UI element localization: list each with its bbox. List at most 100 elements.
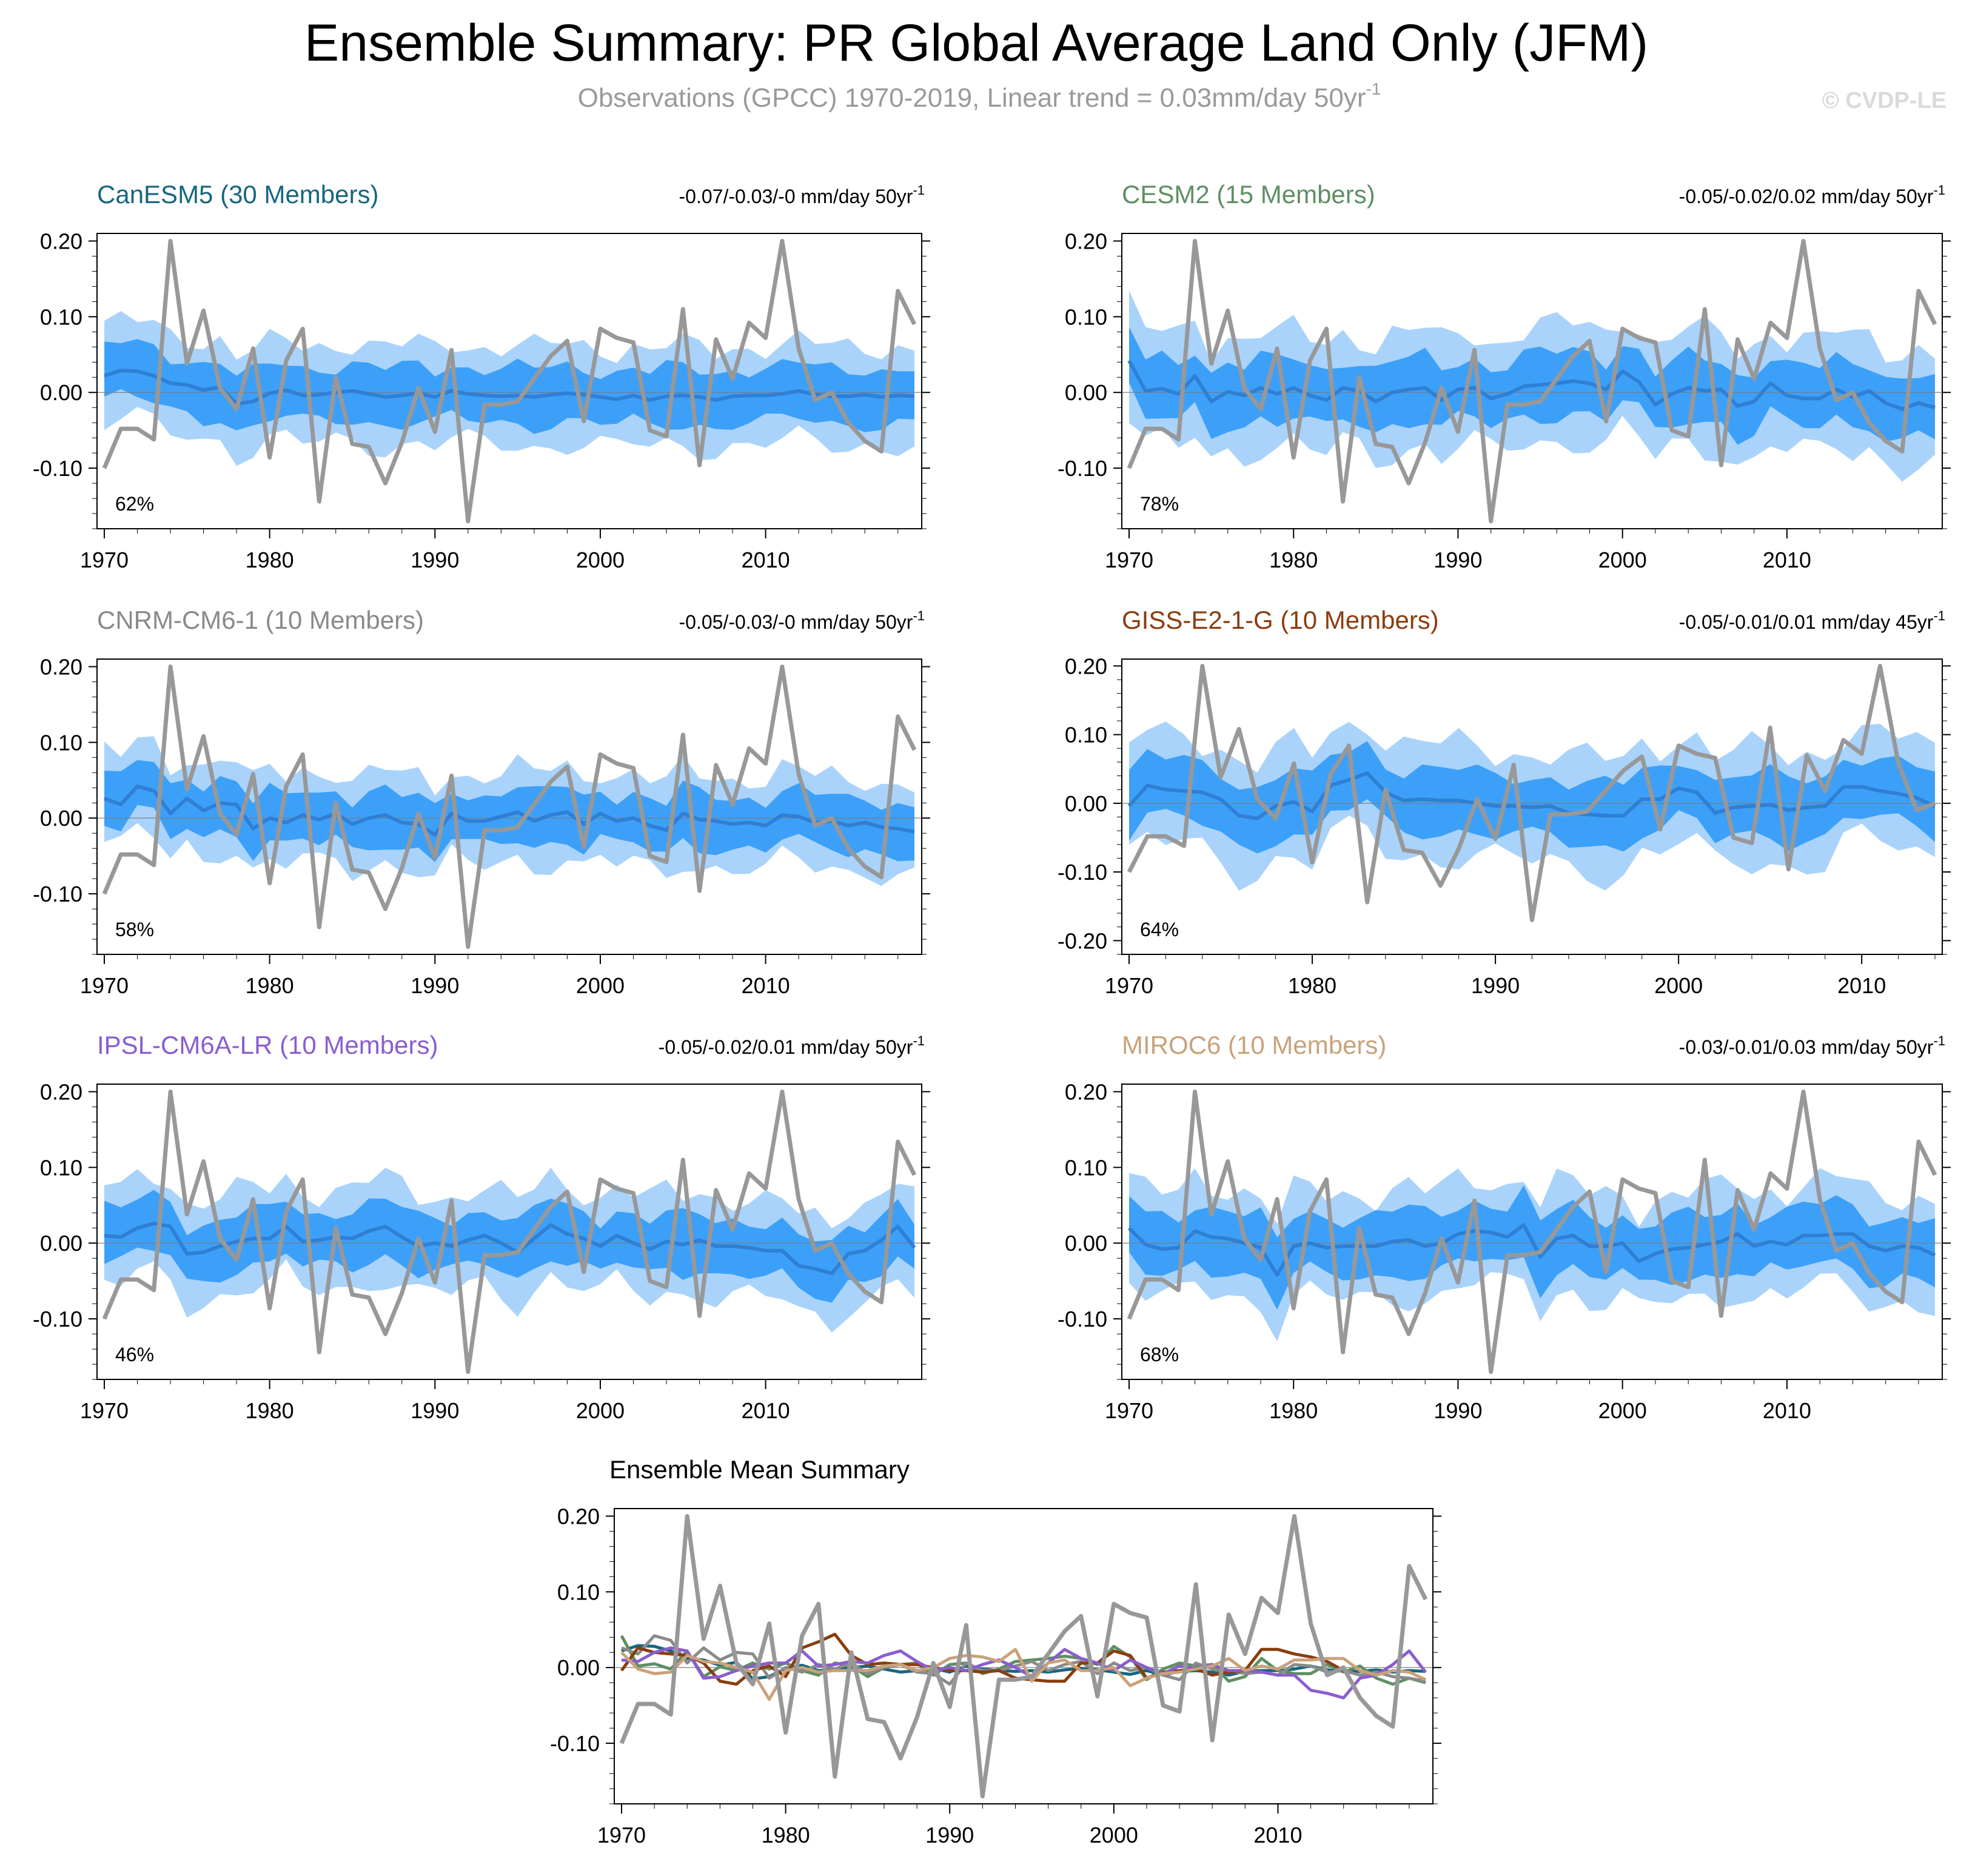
y-tick-label: 0.10 xyxy=(40,304,82,329)
y-tick-label: 0.00 xyxy=(40,380,82,405)
x-tick-label: 2000 xyxy=(1598,548,1647,572)
panel-title: MIROC6 (10 Members) xyxy=(1122,1031,1386,1059)
series-line-ensemble-mean xyxy=(1127,360,1936,411)
series-line-ensemble-mean xyxy=(104,1221,916,1276)
y-tick-label: 0.20 xyxy=(40,1079,82,1104)
x-tick-label: 2010 xyxy=(1763,548,1811,572)
x-tick-label: 1970 xyxy=(1105,548,1153,572)
trend-range-label: -0.05/-0.03/-0 mm/day 50yr-1 xyxy=(679,608,925,633)
x-tick-label: 1970 xyxy=(80,973,129,998)
series-line-ipsl-cm6a-lr xyxy=(621,1646,1427,1700)
trend-range-label: -0.05/-0.02/0.01 mm/day 50yr-1 xyxy=(659,1033,925,1058)
x-tick-label: 1990 xyxy=(411,1398,459,1423)
x-tick-label: 1990 xyxy=(1471,973,1520,998)
trend-range-label: -0.05/-0.01/0.01 mm/day 45yr-1 xyxy=(1679,608,1945,633)
x-tick-label: 1990 xyxy=(1433,1398,1482,1423)
plot-area xyxy=(97,239,922,523)
panel-title: GISS-E2-1-G (10 Members) xyxy=(1122,606,1439,634)
figure-title: Ensemble Summary: PR Global Average Land… xyxy=(304,14,1648,72)
trend-range-label: -0.05/-0.02/0.02 mm/day 50yr-1 xyxy=(1679,183,1945,207)
panel-title: Ensemble Mean Summary xyxy=(609,1455,910,1484)
x-tick-label: 1970 xyxy=(1105,973,1153,998)
plot-frame xyxy=(614,1508,1433,1804)
plot-frame xyxy=(1121,1084,1943,1380)
x-tick-label: 1990 xyxy=(411,973,459,998)
series-line-giss-e2-1-g xyxy=(620,1632,1344,1686)
plot-area xyxy=(614,1514,1433,1798)
x-tick-label: 1980 xyxy=(762,1823,810,1848)
panel-title: IPSL-CM6A-LR (10 Members) xyxy=(97,1031,438,1059)
x-tick-label: 2000 xyxy=(576,1398,625,1423)
y-tick-label: 0.10 xyxy=(1065,723,1107,748)
plot-frame xyxy=(96,658,922,955)
band-10-90 xyxy=(104,339,914,434)
series-line-observations xyxy=(102,239,917,523)
x-tick-label: 1980 xyxy=(246,1398,294,1423)
x-tick-label: 1990 xyxy=(925,1823,974,1848)
plot-frame xyxy=(96,233,922,529)
x-tick-label: 1980 xyxy=(246,973,294,998)
y-tick-label: 0.20 xyxy=(557,1504,600,1529)
y-tick-label: 0.00 xyxy=(40,806,82,831)
panel-cesm2: 0.20 0.10 0.00 -0.10 1970 1980 1990 2000 2010 CES… xyxy=(1058,180,1951,572)
series-line-observations xyxy=(1127,239,1937,523)
y-tick-label: 0.10 xyxy=(557,1580,600,1604)
series-line-ensemble-mean xyxy=(1127,771,1936,820)
plot-area xyxy=(97,1090,922,1374)
x-tick-label: 1970 xyxy=(1105,1398,1153,1423)
y-tick-label: 0.20 xyxy=(40,654,82,679)
x-tick-label: 1980 xyxy=(1288,973,1336,998)
x-tick-label: 2010 xyxy=(1837,973,1886,998)
x-tick-label: 1980 xyxy=(1269,548,1318,572)
x-tick-label: 2010 xyxy=(1253,1823,1302,1848)
y-tick-label: 0.10 xyxy=(40,730,82,755)
trend-range-label: -0.03/-0.01/0.03 mm/day 50yr-1 xyxy=(1679,1033,1945,1058)
plot-frame xyxy=(1121,233,1943,529)
percent-label: 68% xyxy=(1140,1344,1179,1365)
percent-label: 64% xyxy=(1140,919,1179,940)
band-10-90 xyxy=(104,760,914,862)
x-tick-label: 1990 xyxy=(1433,548,1482,572)
watermark: © CVDP-LE xyxy=(1822,88,1946,113)
series-line-observations xyxy=(619,1514,1428,1798)
plot-area xyxy=(97,665,922,949)
x-tick-label: 1980 xyxy=(1269,1398,1318,1423)
y-tick-label: 0.00 xyxy=(1065,791,1107,816)
y-tick-label: 0.00 xyxy=(1065,1231,1107,1256)
x-tick-label: 2000 xyxy=(1090,1823,1138,1848)
panel-title: CNRM-CM6-1 (10 Members) xyxy=(97,606,424,634)
series-line-ensemble-mean xyxy=(103,784,915,837)
y-tick-label: -0.10 xyxy=(1058,1307,1107,1332)
x-tick-label: 2010 xyxy=(742,1398,790,1423)
panels: 0.20 0.10 0.00 -0.10 1970 1980 1990 2000 2010 Can… xyxy=(33,180,1951,1848)
trend-range-label: -0.07/-0.03/-0 mm/day 50yr-1 xyxy=(679,183,925,207)
y-tick-label: -0.10 xyxy=(1058,456,1107,481)
y-tick-label: 0.00 xyxy=(1065,380,1107,405)
x-tick-label: 2000 xyxy=(576,548,625,572)
y-tick-label: 0.00 xyxy=(557,1655,600,1680)
percent-label: 46% xyxy=(115,1344,154,1365)
panel-miroc6: 0.20 0.10 0.00 -0.10 1970 1980 1990 2000 2010 MIR… xyxy=(1058,1031,1951,1423)
x-tick-label: 2010 xyxy=(742,973,790,998)
figure-subtitle: Observations (GPCC) 1970-2019, Linear tr… xyxy=(578,79,1381,113)
plot-area xyxy=(1122,1090,1942,1374)
x-tick-label: 2000 xyxy=(1654,973,1703,998)
x-tick-label: 1970 xyxy=(80,548,129,572)
series-line-observations xyxy=(1127,663,1936,922)
y-tick-label: 0.20 xyxy=(40,229,82,253)
y-tick-label: -0.10 xyxy=(33,882,82,906)
percent-label: 62% xyxy=(115,493,154,515)
y-tick-label: -0.10 xyxy=(33,1307,82,1332)
y-tick-label: 0.10 xyxy=(1065,304,1107,329)
panel-title: CanESM5 (30 Members) xyxy=(97,180,378,209)
series-line-observations xyxy=(102,665,917,949)
series-line-observations xyxy=(1127,1090,1937,1374)
x-tick-label: 1970 xyxy=(80,1398,129,1423)
y-tick-label: 0.00 xyxy=(40,1231,82,1256)
y-tick-label: -0.20 xyxy=(1058,928,1107,953)
y-tick-label: 0.20 xyxy=(1065,1079,1107,1104)
panel-ipsl: 0.20 0.10 0.00 -0.10 1970 1980 1990 2000 2010 IPS… xyxy=(33,1031,930,1423)
y-tick-label: -0.10 xyxy=(1058,860,1107,885)
x-tick-label: 1980 xyxy=(246,548,294,572)
percent-label: 78% xyxy=(1140,493,1179,515)
